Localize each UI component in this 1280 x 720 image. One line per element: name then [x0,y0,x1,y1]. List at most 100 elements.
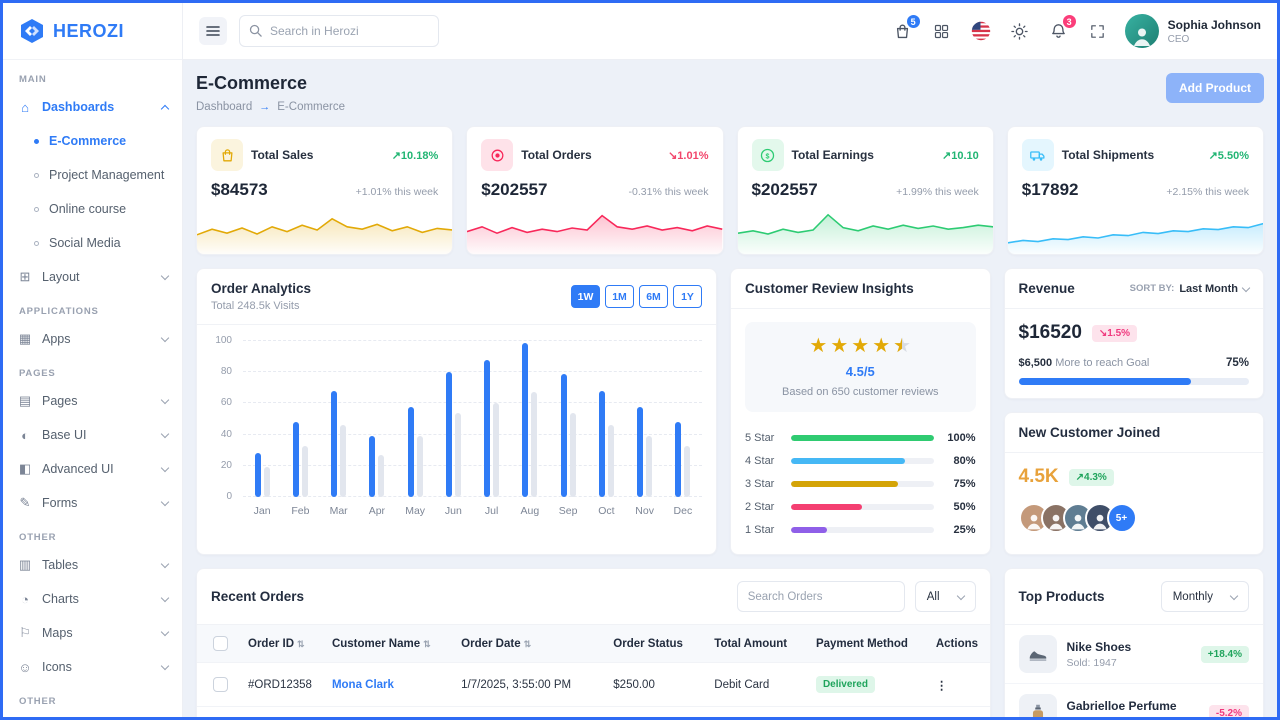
orders-bar[interactable] [560,373,567,497]
user-name: Sophia Johnson [1167,17,1261,32]
search-input[interactable] [239,15,439,47]
sidebar-item-icons[interactable]: ☺ Icons [3,650,182,684]
cart-button[interactable]: 5 [892,14,921,42]
stat-card-sparkline [467,214,723,254]
notifications-button[interactable]: 3 [1048,14,1077,42]
orders-bar[interactable] [254,453,261,497]
orders-bar[interactable] [598,390,605,497]
column-header-order-id[interactable]: Order ID ⇅ [238,625,322,663]
sidebar-subitem-online-course[interactable]: Online course [3,192,182,226]
period-button-1y[interactable]: 1Y [673,285,702,308]
period-button-1w[interactable]: 1W [571,285,600,308]
search-icon [249,24,262,37]
revenue-sort-dropdown[interactable]: SORT BY: Last Month [1130,283,1251,295]
order-row-ord12358: #ORD12358 Mona Clark 1/7/2025, 3:55:00 PM $… [197,662,990,707]
brand-logo[interactable]: HEROZI [3,3,182,60]
secondary-bar [569,412,576,497]
period-button-1m[interactable]: 1M [605,285,634,308]
sidebar-subitem-social-media[interactable]: Social Media [3,226,182,260]
sidebar-item-forms[interactable]: ✎ Forms [3,486,182,520]
stat-card-week-change: +2.15% this week [1166,186,1249,198]
column-header-total-amount[interactable]: Total Amount [704,625,806,663]
sidebar-item-label: Pages [42,394,78,408]
payment-method-cell: PayPal [704,706,806,717]
sidebar-subitem-project-management[interactable]: Project Management [3,158,182,192]
orders-bar[interactable] [292,422,299,497]
column-header-order-status[interactable]: Order Status [603,625,705,663]
shoe-image [1018,635,1057,673]
order-analytics-title: Order Analytics [211,281,312,296]
products-filter-select[interactable]: Monthly [1160,581,1249,612]
row-checkbox[interactable] [213,677,228,692]
bullet-icon [34,240,39,246]
sidebar-item-base-ui[interactable]: ◐ Base UI [3,418,182,452]
column-header-actions[interactable]: Actions [925,625,990,663]
breadcrumb-dashboard[interactable]: Dashboard [196,101,253,113]
sidebar-item-label: Dashboards [42,100,115,114]
menu-toggle-button[interactable] [199,17,227,45]
chevron-down-icon [956,591,965,600]
sort-icon[interactable]: ⇅ [297,638,305,649]
period-button-6m[interactable]: 6M [639,285,668,308]
cart-badge: 5 [905,14,921,29]
stat-card-week-change: +1.99% this week [896,186,979,198]
orders-bar[interactable] [522,342,529,497]
review-caption: Based on 650 customer reviews [781,386,939,398]
x-tick-label: Jan [253,505,271,517]
theme-toggle-button[interactable] [1009,20,1031,42]
column-header-customer-name[interactable]: Customer Name ⇅ [321,625,452,663]
sidebar-item-layout[interactable]: ⊞ Layout [3,260,182,294]
add-product-button[interactable]: Add Product [1166,73,1264,103]
orders-bar[interactable] [484,359,491,497]
column-header-payment-method[interactable]: Payment Method [805,625,926,663]
bar-group-jan [243,453,281,497]
user-menu[interactable]: Sophia Johnson CEO [1124,14,1261,48]
orders-search-input[interactable] [736,581,905,612]
orders-table-body: #ORD12358 Mona Clark 1/7/2025, 3:55:00 PM $… [197,662,990,717]
orders-bar[interactable] [445,372,452,497]
sidebar-subitem-e-commerce[interactable]: E-Commerce [3,124,182,158]
orders-bar[interactable] [331,390,338,497]
more-customers-badge[interactable]: 5+ [1106,503,1137,533]
sidebar-nav: MAIN ⌂ Dashboards E-Commerce Project Managem… [3,60,182,717]
apps-grid-button[interactable] [931,20,953,42]
sidebar-item-maps[interactable]: ⚐ Maps [3,616,182,650]
sidebar-item-advanced-ui[interactable]: ◧ Advanced UI [3,452,182,486]
orders-bar[interactable] [369,436,376,497]
forms-icon: ✎ [19,495,31,510]
language-flag-button[interactable] [970,20,992,42]
chevron-down-icon [160,333,170,343]
sidebar-item-tables[interactable]: ▥ Tables [3,548,182,582]
sidebar-section-label: OTHER [19,696,57,707]
column-header-order-date[interactable]: Order Date ⇅ [451,625,604,663]
orders-bar[interactable] [407,406,414,497]
chevron-down-icon [160,497,170,507]
stat-card-week-change: -0.31% this week [628,186,709,198]
dashboard-grid: Order Analytics Total 248.5k Visits 1W 1M… [196,268,1264,717]
row-actions-button[interactable]: ⋮ [925,706,990,717]
bar-group-aug [511,342,549,497]
fullscreen-button[interactable] [1087,20,1109,42]
secondary-bar [684,445,691,497]
sidebar-item-apps[interactable]: ▦ Apps [3,322,182,356]
sort-icon[interactable]: ⇅ [523,638,532,649]
perfume-image [1018,694,1057,717]
product-sold-count: Sold: 1498 [1067,716,1199,718]
sidebar-section-label: PAGES [19,368,56,379]
product-row-gabrielloe-perfume[interactable]: Gabrielloe Perfume Sold: 1498 -5.2% [1004,683,1263,718]
sidebar-item-dashboards[interactable]: ⌂ Dashboards [3,90,182,124]
row-actions-button[interactable]: ⋮ [925,662,990,707]
orders-filter-select[interactable]: All [914,581,976,612]
select-all-checkbox[interactable] [213,636,228,651]
orders-bar[interactable] [675,422,682,497]
secondary-bar [416,436,423,497]
bar-group-sep [549,373,587,497]
sort-icon[interactable]: ⇅ [423,638,431,649]
sidebar-item-pages[interactable]: ▤ Pages [3,384,182,418]
bullet-icon [34,138,39,144]
secondary-bar [301,445,308,497]
product-row-nike-shoes[interactable]: Nike Shoes Sold: 1947 +18.4% [1005,625,1264,683]
orders-bar[interactable] [637,406,644,497]
sidebar-item-charts[interactable]: ◔ Charts [3,582,182,616]
customer-name-link[interactable]: Mona Clark [331,678,394,691]
